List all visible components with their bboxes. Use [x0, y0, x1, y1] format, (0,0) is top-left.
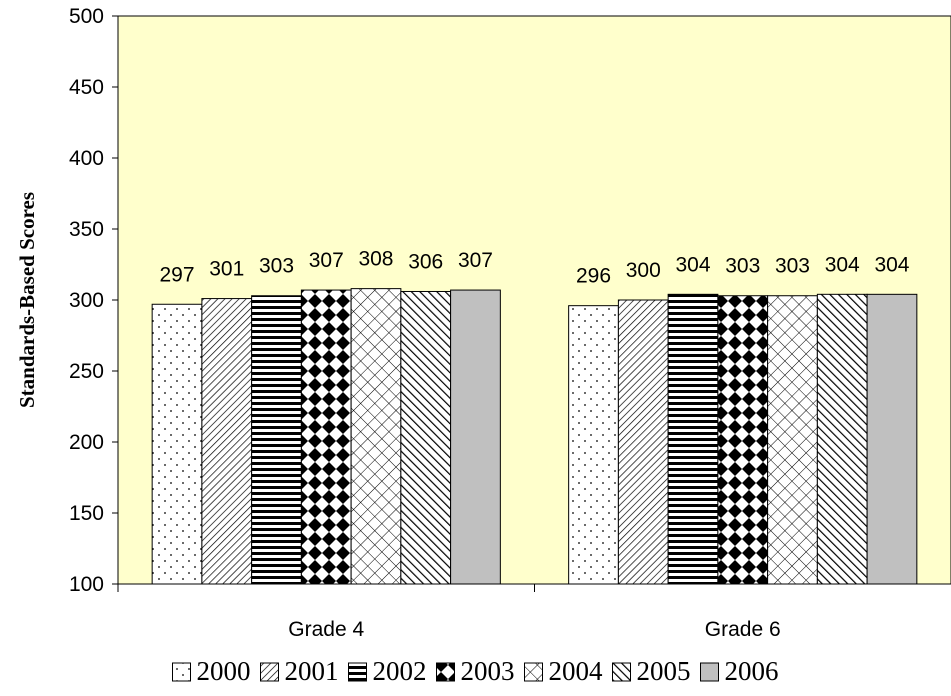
data-label: 304 — [825, 253, 860, 276]
data-label: 307 — [458, 249, 493, 272]
y-tick-label: 100 — [69, 573, 104, 596]
data-label: 296 — [576, 265, 611, 288]
y-tick-label: 300 — [69, 289, 104, 312]
legend-label-2002: 2002 — [373, 656, 427, 686]
bar-2004-grade-4 — [350, 288, 402, 585]
bar-2004-grade-6 — [767, 295, 818, 585]
legend-label-2006: 2006 — [725, 656, 779, 686]
data-label: 304 — [874, 253, 909, 276]
data-label: 308 — [358, 248, 393, 271]
data-labels: 297 301 303 307 308 306 307 296 300 304 303 303 304 3… — [160, 248, 910, 288]
y-tick-label: 250 — [69, 360, 104, 383]
legend-label-2000: 2000 — [197, 656, 251, 686]
x-axis: Grade 4 Grade 6 — [117, 584, 781, 641]
data-label: 303 — [259, 255, 294, 278]
data-label: 307 — [309, 249, 344, 272]
legend-label-2001: 2001 — [285, 656, 339, 686]
bar-2006-grade-6 — [866, 293, 918, 585]
y-tick-label: 350 — [69, 218, 104, 241]
bar-2005-grade-6 — [816, 293, 868, 585]
data-label: 303 — [725, 255, 760, 278]
data-label: 297 — [160, 263, 195, 286]
bar-2003-grade-4 — [300, 289, 352, 585]
data-label: 303 — [775, 255, 810, 278]
bar-2003-grade-6 — [717, 295, 769, 585]
bar-2005-grade-4 — [400, 290, 452, 585]
bar-2000-grade-6 — [568, 305, 619, 585]
legend-label-2005: 2005 — [637, 656, 691, 686]
data-label: 301 — [209, 258, 244, 281]
data-label: 300 — [626, 259, 661, 282]
bars — [151, 288, 918, 585]
legend-label-2004: 2004 — [549, 656, 604, 686]
y-tick-label: 200 — [69, 431, 104, 454]
data-label: 304 — [675, 253, 710, 276]
legend-swatch-2005 — [612, 662, 631, 682]
y-axis-title: Standards-Based Scores — [15, 192, 39, 408]
bar-2001-grade-6 — [617, 299, 669, 585]
legend-swatch-2004 — [524, 662, 543, 682]
y-axis: 100 150 200 250 300 350 400 450 500 — [69, 5, 118, 596]
x-tick-label: Grade 4 — [288, 618, 364, 641]
bar-2006-grade-4 — [450, 289, 501, 585]
bar-2002-grade-4 — [251, 295, 302, 585]
bar-2001-grade-4 — [201, 298, 253, 585]
legend-swatch-2002 — [348, 662, 367, 682]
bar-2002-grade-6 — [667, 293, 719, 585]
data-label: 306 — [408, 250, 443, 273]
legend-swatch-2001 — [260, 662, 279, 682]
legend-swatch-2006 — [700, 662, 719, 682]
y-tick-label: 400 — [69, 147, 104, 170]
legend: 2000 2001 2002 2003 2004 2005 2006 — [172, 656, 779, 686]
y-tick-label: 500 — [69, 5, 104, 28]
y-tick-label: 150 — [69, 502, 104, 525]
x-tick-label: Grade 6 — [705, 618, 781, 641]
legend-swatch-2003 — [436, 662, 455, 682]
legend-label-2003: 2003 — [461, 656, 515, 686]
bar-2000-grade-4 — [151, 303, 203, 585]
y-tick-label: 450 — [69, 76, 104, 99]
legend-swatch-2000 — [172, 662, 191, 682]
